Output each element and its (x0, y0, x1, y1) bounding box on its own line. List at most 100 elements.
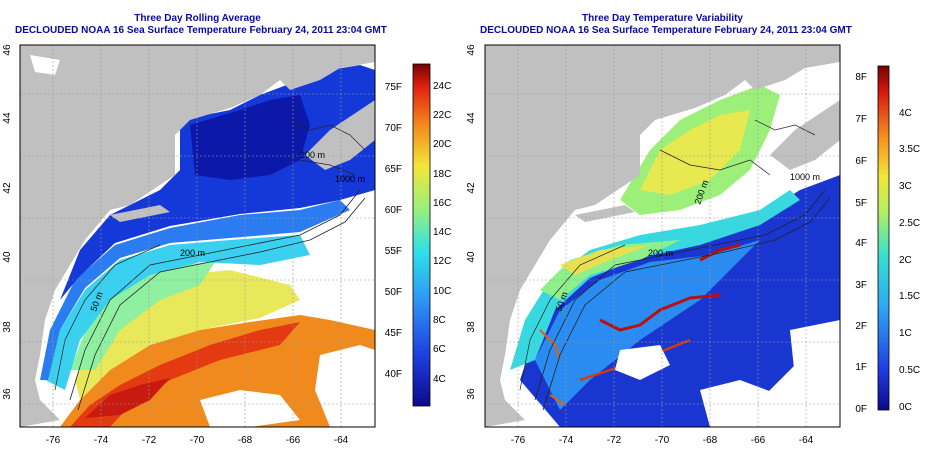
left-colorbar-c-label: 24C (433, 81, 451, 92)
left-gulf-stream-red (85, 378, 170, 418)
left-y-tick: 38 (2, 321, 13, 333)
right-colorbar-c-label: 2C (899, 255, 912, 266)
left-colorbar-f-label: 40F (385, 369, 402, 380)
right-x-tick: -74 (559, 435, 574, 446)
left-contour-label: 1000 m (335, 174, 365, 184)
right-gom-yellow (640, 110, 750, 195)
right-front-streak (599, 293, 721, 332)
left-x-tick: -76 (46, 435, 61, 446)
right-colorbar-f-label: 5F (855, 198, 867, 209)
right-contour-1000m (542, 197, 831, 411)
right-map-subtitle: DECLOUDED NOAA 16 Sea Surface Temperatur… (480, 25, 852, 36)
right-front-streak (539, 329, 566, 406)
right-y-ticks: 36 38 40 42 44 46 (466, 44, 477, 400)
right-y-tick: 42 (466, 182, 477, 194)
left-colorbar-f-label: 45F (385, 328, 402, 339)
right-x-tick: -72 (607, 435, 622, 446)
right-y-tick: 38 (466, 321, 477, 333)
left-x-tick: -74 (94, 435, 109, 446)
left-colorbar (412, 63, 431, 407)
left-y-tick: 46 (2, 44, 13, 56)
right-cloud-patch (615, 345, 670, 380)
left-contour-200m (69, 189, 361, 401)
left-colorbar-c-label: 18C (433, 169, 451, 180)
right-contour-50m (519, 244, 626, 391)
left-colorbar-c-labels: 24C 22C 20C 18C 16C 14C 12C 10C 8C 6C 4C (433, 81, 451, 385)
right-colorbar-f-labels: 8F 7F 6F 5F 4F 3F 2F 1F 0F (855, 72, 867, 415)
left-y-tick: 36 (2, 388, 13, 400)
right-colorbar (877, 65, 890, 411)
left-colorbar-c-label: 14C (433, 227, 451, 238)
right-y-tick: 40 (466, 251, 477, 263)
left-x-tick: -68 (238, 435, 253, 446)
left-x-tick: -66 (286, 435, 301, 446)
right-colorbar-c-label: 3C (899, 181, 912, 192)
left-colorbar-c-label: 10C (433, 286, 451, 297)
left-map-title: Three Day Rolling Average (134, 13, 261, 24)
right-x-tick: -66 (751, 435, 766, 446)
right-y-tick: 44 (466, 112, 477, 124)
left-x-tick: -72 (142, 435, 157, 446)
right-colorbar-c-label: 0.5C (899, 365, 920, 376)
right-contour-200m (534, 189, 826, 401)
right-colorbar-f-label: 4F (855, 238, 867, 249)
left-contour-gom (289, 119, 366, 176)
right-y-tick: 36 (466, 388, 477, 400)
right-x-tick: -68 (703, 435, 718, 446)
left-x-tick: -64 (334, 435, 349, 446)
left-colorbar-f-label: 60F (385, 205, 402, 216)
right-contour-gom (659, 119, 816, 176)
left-y-ticks: 36 38 40 42 44 46 (2, 44, 13, 400)
right-cloud-patch (700, 380, 790, 427)
right-gridlines (485, 45, 840, 427)
left-shelf-water-mid (40, 200, 350, 380)
right-map-frame (484, 44, 841, 428)
left-slope-water-green (70, 262, 215, 370)
right-cloud-patch (790, 320, 840, 427)
left-y-tick: 42 (2, 182, 13, 194)
right-colorbar-f-label: 0F (855, 404, 867, 415)
left-colorbar-f-label: 75F (385, 82, 402, 93)
right-colorbar-c-label: 3.5C (899, 144, 920, 155)
right-x-ticks: -76 -74 -72 -70 -68 -66 -64 (511, 435, 814, 446)
right-colorbar-c-label: 0C (899, 402, 912, 413)
right-y-tick: 46 (466, 44, 477, 56)
left-colorbar-f-label: 65F (385, 164, 402, 175)
left-colorbar-c-label: 6C (433, 344, 446, 355)
left-colorbar-c-label: 16C (433, 198, 451, 209)
right-colorbar-c-label: 1C (899, 328, 912, 339)
right-colorbar-c-label: 2.5C (899, 218, 920, 229)
left-contour-1000m (77, 197, 366, 411)
left-x-ticks: -76 -74 -72 -70 -68 -66 -64 (46, 435, 349, 446)
right-x-tick: -70 (655, 435, 670, 446)
left-colorbar-c-label: 12C (433, 256, 451, 267)
left-colorbar-c-label: 22C (433, 110, 451, 121)
left-colorbar-c-label: 20C (433, 139, 451, 150)
left-contour-label: 200 m (300, 150, 325, 160)
right-nova-scotia (770, 100, 840, 170)
right-colorbar-f-label: 6F (855, 156, 867, 167)
left-coldest-water (190, 95, 310, 180)
right-colorbar-c-labels: 4C 3.5C 3C 2.5C 2C 1.5C 1C 0.5C 0C (899, 108, 920, 413)
left-colorbar-f-label: 55F (385, 246, 402, 257)
left-cloud-patch (30, 55, 60, 75)
right-x-tick: -76 (511, 435, 526, 446)
left-shelf-water-cyan (45, 235, 310, 390)
right-shelf-green (540, 240, 680, 300)
right-x-tick: -64 (799, 435, 814, 446)
left-colorbar-c-label: 4C (433, 374, 446, 385)
left-x-tick: -70 (190, 435, 205, 446)
right-map (485, 45, 840, 427)
left-colorbar-f-label: 50F (385, 287, 402, 298)
right-shelf-yellow (560, 245, 650, 275)
right-shelf-cyan (510, 190, 800, 370)
left-cloud-patch (200, 390, 300, 427)
right-contour-label: 200 m (648, 248, 673, 258)
left-contour-label: 200 m (180, 248, 205, 258)
right-medium-variability (535, 240, 760, 410)
left-colorbar-f-label: 70F (385, 123, 402, 134)
left-y-tick: 44 (2, 112, 13, 124)
right-colorbar-f-label: 1F (855, 362, 867, 373)
right-land (485, 45, 840, 427)
